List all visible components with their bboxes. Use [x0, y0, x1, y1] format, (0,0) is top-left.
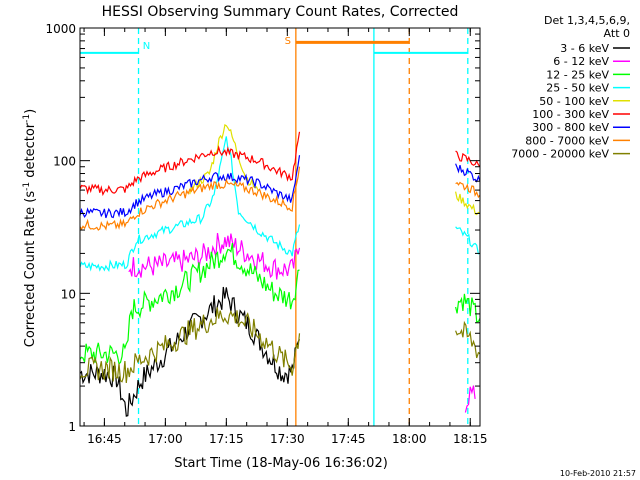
- series-line: [455, 181, 481, 199]
- y-axis-label: Corrected Count Rate (s-1 detector-1): [22, 109, 38, 347]
- y-tick-label: 100: [53, 155, 76, 169]
- x-tick-label: 18:15: [453, 432, 488, 446]
- series-line: [79, 286, 301, 417]
- series-line: [455, 226, 481, 255]
- series-line: [79, 131, 301, 197]
- x-axis-label: Start Time (18-May-06 16:36:02): [174, 456, 388, 471]
- series-line: [128, 233, 301, 280]
- series-line: [79, 307, 301, 383]
- legend-header-line1: Det 1,3,4,5,6,9,: [544, 14, 630, 27]
- legend-label: 6 - 12 keV: [553, 55, 609, 68]
- legend-label: 300 - 800 keV: [532, 121, 609, 134]
- y-axis: 1 10 100 1000: [45, 22, 480, 434]
- x-tick-label: 17:00: [148, 432, 183, 446]
- legend-label: 100 - 300 keV: [532, 108, 609, 121]
- x-tick-label: 17:45: [331, 432, 366, 446]
- series-line: [455, 163, 481, 183]
- series-line: [79, 166, 301, 231]
- series-line: [79, 242, 300, 365]
- legend-label: 800 - 7000 keV: [525, 134, 609, 147]
- annotation-S: S: [285, 36, 291, 47]
- y-tick-label: 1: [68, 420, 76, 434]
- series-line: [79, 155, 301, 219]
- x-axis: 16:45 17:00 17:15 17:30 17:45 18:00 18:15: [83, 28, 488, 446]
- legend-label: 7000 - 20000 keV: [511, 148, 609, 161]
- series-line: [464, 385, 476, 413]
- plot-frame: [79, 27, 481, 427]
- legend-header-line2: Att 0: [604, 27, 630, 40]
- timestamp-footer: 10-Feb-2010 21:57: [560, 469, 636, 478]
- y-tick-label: 1000: [45, 22, 76, 36]
- x-tick-label: 16:45: [87, 432, 122, 446]
- annotation-N: N: [143, 41, 150, 52]
- legend-label: 50 - 100 keV: [539, 95, 609, 108]
- legend-label: 25 - 50 keV: [546, 82, 609, 95]
- x-tick-label: 17:30: [270, 432, 305, 446]
- legend-label: 3 - 6 keV: [560, 42, 609, 55]
- x-tick-label: 18:00: [392, 432, 427, 446]
- series-line: [455, 293, 481, 323]
- x-tick-label: 17:15: [209, 432, 244, 446]
- series-line: [455, 320, 481, 359]
- series-line: [455, 150, 481, 168]
- y-tick-label: 10: [61, 287, 76, 301]
- chart-title: HESSI Observing Summary Count Rates, Cor…: [102, 4, 459, 20]
- series-line: [455, 191, 481, 216]
- legend-label: 12 - 25 keV: [546, 68, 609, 81]
- series-line: [79, 136, 301, 273]
